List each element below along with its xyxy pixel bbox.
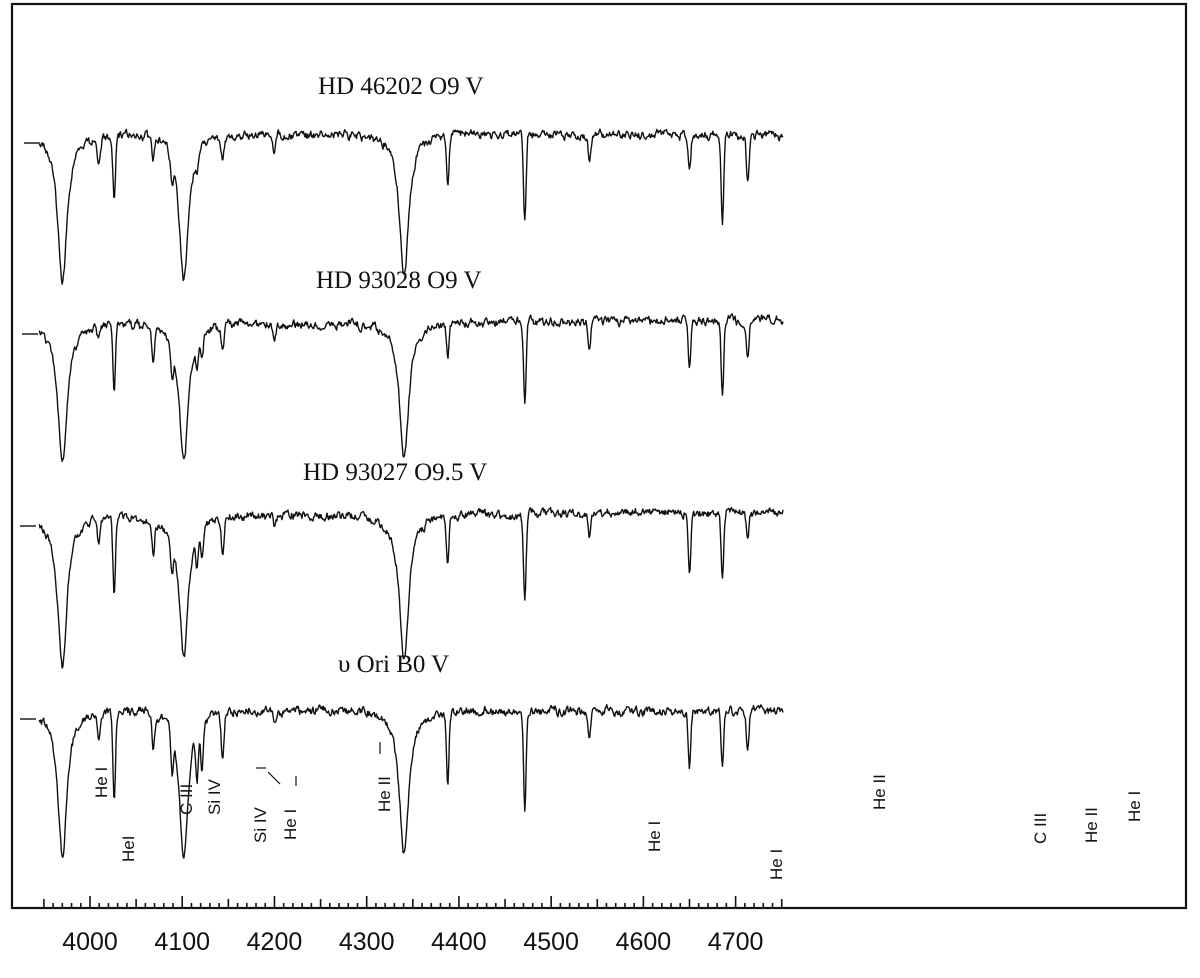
spectrum-panel-3: HD 93027 O9.5 V (20, 459, 784, 669)
line-label-he-ii-4542: He II (870, 774, 889, 810)
plot-frame (10, 2, 1188, 910)
spectrum-title-4: υ Ori B0 V (338, 651, 449, 678)
line-label-he-i-4388: He I (645, 821, 664, 852)
line-label-he-i-4009: He I (92, 767, 111, 798)
spectrum-panel-1: HD 46202 O9 V (24, 73, 784, 285)
spectrum-line-2 (38, 313, 784, 462)
spectrum-line-1 (38, 128, 784, 285)
x-axis: 4000 4100 4200 4300 4400 4500 4600 4700 (43, 896, 783, 956)
x-tick-label-4400: 4400 (431, 928, 487, 956)
spectrum-line-4 (38, 704, 784, 859)
x-tick-label-4000: 4000 (62, 928, 118, 956)
leader-si-iv-b (267, 771, 281, 785)
x-tick-label-4200: 4200 (247, 928, 303, 956)
spectrum-panel-4: υ Ori B0 V (20, 651, 784, 859)
x-tick-label-4500: 4500 (523, 928, 579, 956)
x-tick-label-4600: 4600 (616, 928, 672, 956)
line-label-c-iii-4650: C III (1031, 813, 1050, 844)
spectrum-title-3: HD 93027 O9.5 V (303, 459, 487, 486)
spectrum-title-1: HD 46202 O9 V (318, 73, 484, 100)
line-label-he-i-4026: HeI (119, 836, 138, 862)
line-label-he-i-4471: He I (767, 849, 786, 880)
spectrum-panel-2: HD 93028 O9 V (22, 267, 784, 462)
spectrum-line-3 (38, 506, 784, 669)
line-label-he-ii-4200: He II (375, 776, 394, 812)
x-tick-label-4300: 4300 (339, 928, 395, 956)
x-tick-label-4100: 4100 (154, 928, 210, 956)
line-identifications: He I HeI C III Si IV Si IV He I He II He… (92, 742, 1144, 880)
line-label-si-iv-4089: Si IV (205, 778, 224, 815)
line-label-he-ii-4686: He II (1082, 807, 1101, 843)
x-tick-label-4700: 4700 (708, 928, 764, 956)
line-label-c-iii-4069: C III (177, 784, 196, 815)
line-label-he-i-4144: He I (281, 809, 300, 840)
line-label-si-iv-4116: Si IV (251, 806, 270, 843)
line-label-he-i-4713: He I (1125, 791, 1144, 822)
spectrum-title-2: HD 93028 O9 V (316, 267, 482, 294)
